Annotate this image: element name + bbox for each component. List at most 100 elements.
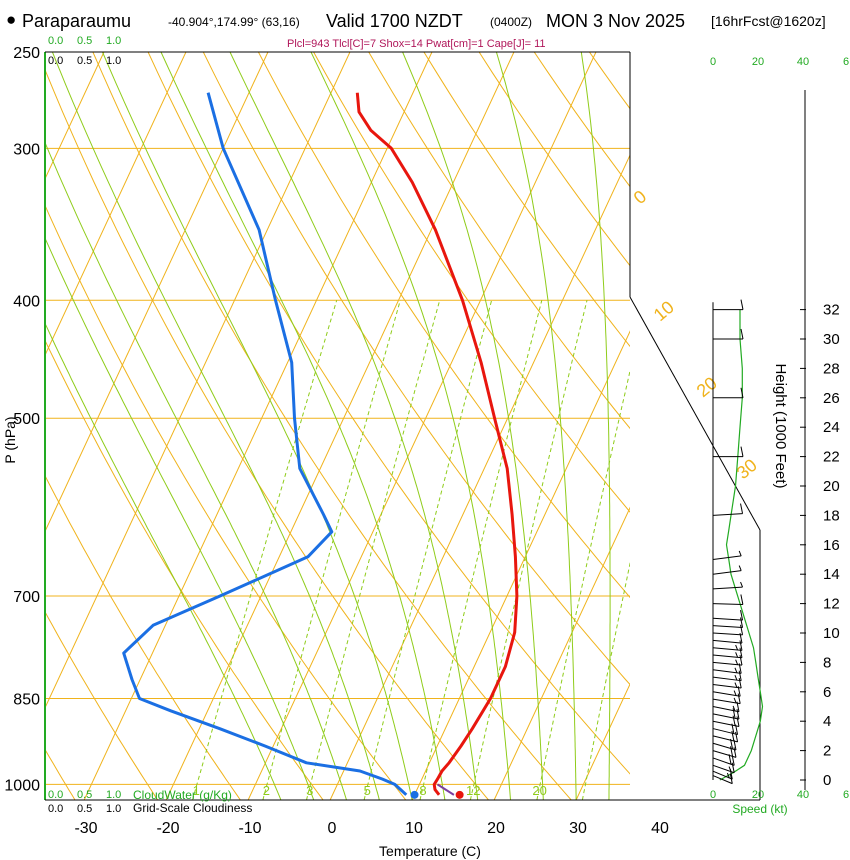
height-tick-label: 6 xyxy=(823,684,831,701)
mixing-ratio-line xyxy=(363,300,493,800)
mixing-ratio-line xyxy=(306,300,441,800)
cloud-axis-tick: 0.0 xyxy=(48,35,63,47)
dry-adiabat xyxy=(368,52,630,430)
height-tick-label: 30 xyxy=(823,331,840,348)
header-location: Paraparaumu xyxy=(22,11,131,31)
wind-barb xyxy=(712,693,741,705)
wind-barb xyxy=(712,503,744,516)
wind-barb xyxy=(712,647,743,659)
speed-tick-bottom: 6 xyxy=(843,789,849,801)
x-tick-label: 10 xyxy=(405,820,423,837)
mixing-ratio-label: 20 xyxy=(532,783,546,798)
temperature-line xyxy=(355,92,519,796)
x-tick-label: 20 xyxy=(487,820,505,837)
height-tick-label: 16 xyxy=(823,537,840,554)
mixing-ratio-line xyxy=(581,561,630,800)
wind-barb xyxy=(712,730,739,743)
mixing-ratio-label: 8 xyxy=(419,783,426,798)
wind-barb xyxy=(712,581,744,590)
height-tick-label: 24 xyxy=(823,419,840,436)
isotherm xyxy=(45,52,187,357)
dry-adiabat xyxy=(147,52,630,775)
moist-adiabat xyxy=(45,322,282,800)
height-tick-label: 2 xyxy=(823,743,831,760)
mixing-ratio-line xyxy=(419,300,543,800)
wind-barb xyxy=(712,754,735,766)
height-tick-label: 22 xyxy=(823,449,840,466)
header-date: MON 3 Nov 2025 xyxy=(546,11,685,31)
wind-barb xyxy=(713,446,744,458)
header-valid: Valid 1700 NZDT xyxy=(326,11,463,31)
mixing-ratio-line xyxy=(469,300,588,800)
cloud-axis-tick: 0.0 xyxy=(48,803,63,815)
wind-barb xyxy=(713,328,744,340)
height-tick-label: 12 xyxy=(823,596,840,613)
height-tick-label: 8 xyxy=(823,654,831,671)
height-axis-label: Height (1000 Feet) xyxy=(772,363,789,488)
wind-barb xyxy=(712,670,742,682)
moist-adiabat xyxy=(310,52,511,800)
speed-tick-top: 6 xyxy=(843,56,849,68)
mixing-ratio-line xyxy=(192,300,338,800)
mixing-ratio-label: 12 xyxy=(466,783,480,798)
wind-barb xyxy=(712,640,743,651)
isotherm-label: 20 xyxy=(693,373,721,401)
x-tick-label: 40 xyxy=(651,820,669,837)
isotherm xyxy=(329,153,630,800)
height-tick-label: 28 xyxy=(823,360,840,377)
isotherm xyxy=(45,52,351,710)
moist-adiabat xyxy=(495,52,577,800)
surface-temperature-dot xyxy=(455,790,464,799)
dry-adiabat xyxy=(202,52,630,686)
header: ● Paraparaumu -40.904°,174.99° (63,16) V… xyxy=(6,10,826,50)
x-tick-label: -10 xyxy=(238,820,261,837)
x-tick-label: -20 xyxy=(156,820,179,837)
y-tick-label: 400 xyxy=(13,293,40,310)
wind-barb xyxy=(712,594,744,606)
wind-barb xyxy=(712,565,742,575)
dry-adiabat xyxy=(257,52,630,599)
speed-profile xyxy=(719,309,764,781)
wind-barb xyxy=(712,617,744,628)
wind-barb xyxy=(712,655,743,666)
speed-tick-bottom: 40 xyxy=(797,789,809,801)
cloud-axis-tick: 1.0 xyxy=(106,35,121,47)
wind-barb xyxy=(713,299,744,311)
cloud-axis-tick: 1.0 xyxy=(106,803,121,815)
y-tick-label: 700 xyxy=(13,589,40,606)
cloud-axis-tick: 0.5 xyxy=(77,789,92,801)
moist-adiabat xyxy=(51,52,380,800)
header-bullet: ● xyxy=(6,10,16,29)
height-tick-label: 20 xyxy=(823,478,840,495)
speed-axis-label: Speed (kt) xyxy=(732,802,787,816)
isotherm xyxy=(83,52,433,800)
mixing-ratio-label: 1 xyxy=(193,783,200,798)
y-tick-label: 1000 xyxy=(4,777,40,794)
header-forecast: [16hrFcst@1620z] xyxy=(711,13,826,29)
mixing-ratio-label: 3 xyxy=(306,783,313,798)
x-axis-label: Temperature (C) xyxy=(379,843,481,859)
y-tick-label: 250 xyxy=(13,45,40,62)
wind-panel: 0 20 40 60 20 40 6 xyxy=(710,56,849,801)
y-tick-label: 500 xyxy=(13,411,40,428)
speed-tick-top: 40 xyxy=(797,56,809,68)
y-tick-label: 300 xyxy=(13,141,40,158)
dry-adiabat xyxy=(45,610,159,800)
header-params: Plcl=943 Tlcl[C]=7 Shox=14 Pwat[cm]=1 Ca… xyxy=(287,38,546,50)
moist-adiabat xyxy=(102,52,413,800)
mixing-ratio-label: 2 xyxy=(263,783,270,798)
header-coords: -40.904°,174.99° (63,16) xyxy=(168,15,300,29)
moist-adiabat xyxy=(45,236,315,800)
x-tick-label: 0 xyxy=(328,820,337,837)
dry-adiabat xyxy=(478,52,630,267)
cloudwater-label: CloudWater (g/Kg) xyxy=(133,788,232,802)
height-tick-label: 18 xyxy=(823,507,840,524)
isotherm xyxy=(658,52,850,800)
header-utc: (0400Z) xyxy=(490,15,532,29)
mixing-ratio-label: 5 xyxy=(364,783,371,798)
speed-tick-bottom: 20 xyxy=(752,789,764,801)
speed-tick-top: 20 xyxy=(752,56,764,68)
